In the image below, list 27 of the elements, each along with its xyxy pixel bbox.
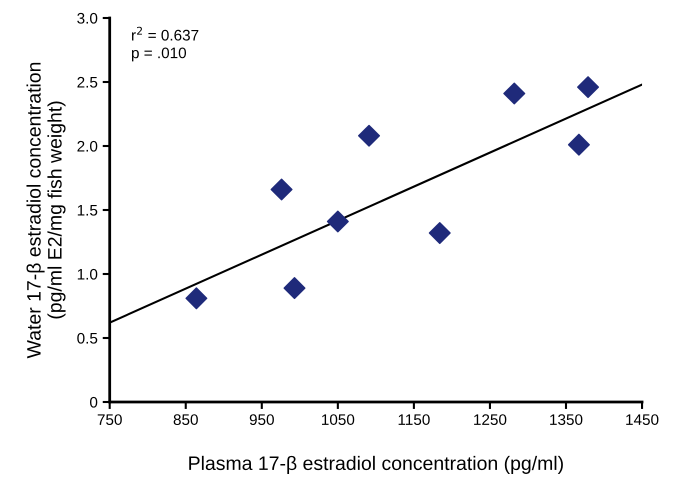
x-tick-label: 1250 [474,414,506,426]
point [568,134,590,156]
y-tick-label: 0 [90,396,98,408]
x-tick-label: 950 [250,414,274,426]
x-tick-label: 1150 [398,414,430,426]
x-tick-label: 1050 [322,414,354,426]
point [326,210,349,233]
point [503,82,526,105]
annotation: r$^{2}$ = 0.637 p = .010 [132,26,198,62]
y-tick-label: 1.5 [78,205,98,216]
point [577,76,600,98]
point [270,178,293,201]
x-tick-label: 850 [174,414,198,426]
y-tick-label: 0.5 [77,332,98,344]
y-tick-label: 3.0 [77,12,98,24]
point [358,124,380,147]
point [284,277,306,300]
y-tick-label: 1.0 [78,268,98,280]
y-axis-title: Water 17-β estradiol concentration (pg/ml E2/mg fish weight) [26,62,66,358]
point [428,222,451,244]
x-axis-title: Plasma 17-β estradiol concentration (pg/ml) [189,456,563,474]
point [185,287,208,310]
x-tick-label: 1350 [550,414,582,426]
x-tick-label: 1450 [626,414,658,426]
x-tick-label: 750 [98,414,122,426]
y-tick-label: 2.0 [77,140,98,152]
y-tick-label: 2.5 [77,76,98,88]
